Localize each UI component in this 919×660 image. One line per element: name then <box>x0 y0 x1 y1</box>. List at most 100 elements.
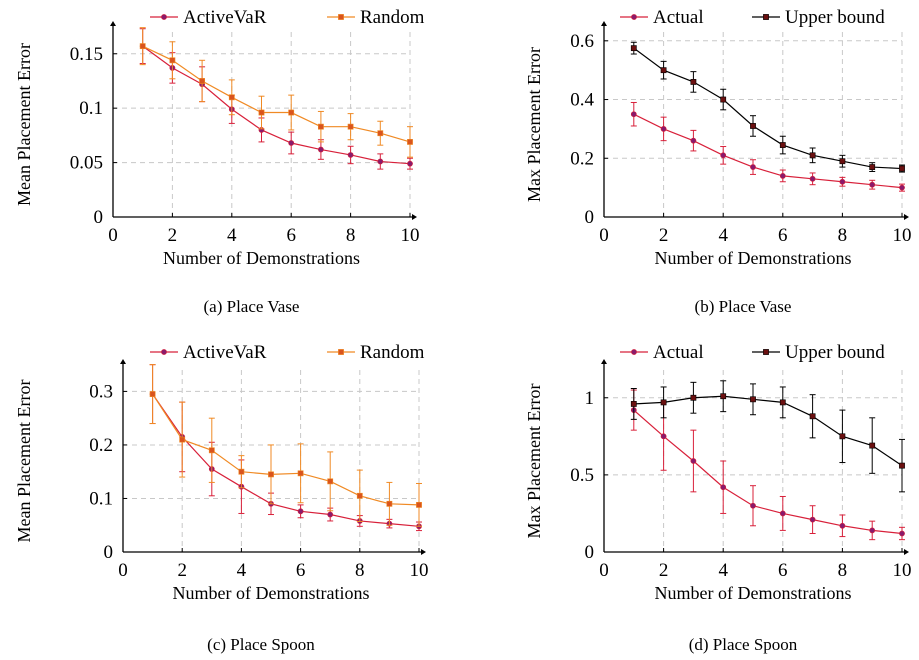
data-point <box>869 527 876 534</box>
y-tick-label: 0 <box>585 542 595 563</box>
series-line <box>633 395 903 467</box>
series-line <box>633 47 903 170</box>
data-point <box>779 399 786 406</box>
x-axis-arrow <box>904 549 909 555</box>
chart-panel-1: 0 2 4 6 8 10 0 0.05 0.1 0.15 Number of Demonstrati… <box>14 7 425 316</box>
subfigure-caption: (c) Place Spoon <box>207 635 315 654</box>
y-axis-label: Max Placement Error <box>524 384 544 539</box>
series-line <box>633 409 903 535</box>
data-point <box>347 152 354 158</box>
x-tick-label: 4 <box>718 560 728 581</box>
y-tick-label: 0.3 <box>89 381 113 402</box>
series-1 <box>149 364 422 532</box>
legend-marker <box>338 14 344 20</box>
x-tick-label: 2 <box>168 225 178 246</box>
data-point <box>416 501 422 508</box>
data-point <box>238 468 245 475</box>
x-tick-label: 8 <box>355 560 365 581</box>
legend-entry: ActiveVaR <box>150 7 267 28</box>
y-axis-arrow <box>120 359 126 364</box>
legend-marker <box>161 14 167 20</box>
data-point <box>297 470 304 477</box>
y-tick-label: 0.6 <box>570 31 594 52</box>
x-tick-label: 2 <box>659 560 669 581</box>
legend-entry: Upper bound <box>752 342 885 363</box>
y-axis-arrow <box>601 21 607 26</box>
series-line <box>142 45 411 165</box>
data-point <box>839 158 846 165</box>
series-1 <box>630 389 905 541</box>
data-point <box>407 139 413 145</box>
legend-label: Random <box>360 342 425 363</box>
axes <box>120 359 426 555</box>
legend-marker <box>763 14 769 20</box>
data-point <box>208 447 215 454</box>
y-axis-label: Mean Placement Error <box>14 43 34 206</box>
y-tick-label: 1 <box>585 388 595 409</box>
data-point <box>327 478 334 485</box>
y-tick-label: 0 <box>104 542 114 563</box>
x-tick-label: 10 <box>893 225 912 246</box>
y-tick-label: 0.2 <box>89 435 113 456</box>
data-point <box>750 123 756 129</box>
legend-label: Upper bound <box>785 342 885 363</box>
data-point <box>750 164 756 170</box>
x-tick-label: 4 <box>227 225 237 246</box>
y-tick-label: 0 <box>94 207 104 228</box>
data-point <box>356 492 363 499</box>
data-point <box>720 96 727 103</box>
x-axis-label: Number of Demonstrations <box>655 248 852 268</box>
data-point <box>258 109 265 116</box>
x-axis-label: Number of Demonstrations <box>655 583 852 603</box>
y-tick-label: 0.4 <box>570 90 594 111</box>
y-tick-label: 0.1 <box>79 98 103 119</box>
x-tick-label: 2 <box>177 560 187 581</box>
legend-label: Actual <box>653 342 704 363</box>
data-point <box>899 165 905 172</box>
subfigure-caption: (b) Place Vase <box>695 297 792 316</box>
x-tick-label: 0 <box>108 225 118 246</box>
x-tick-label: 0 <box>599 560 609 581</box>
chart-panel-3: 0 2 4 6 8 10 0 0.1 0.2 0.3 Number of Demonstration… <box>14 342 429 654</box>
subfigure-caption: (d) Place Spoon <box>689 635 798 654</box>
data-point <box>288 109 295 116</box>
data-point <box>809 413 816 420</box>
legend-marker <box>763 349 769 355</box>
legend-label: ActiveVaR <box>183 342 267 363</box>
data-point <box>809 175 816 182</box>
data-point <box>169 57 176 64</box>
legend-label: Upper bound <box>785 7 885 28</box>
series-2 <box>149 364 422 527</box>
data-point <box>297 508 304 515</box>
data-point <box>327 511 334 518</box>
x-tick-label: 8 <box>838 560 848 581</box>
series-2 <box>139 27 413 158</box>
data-point <box>750 396 756 403</box>
y-tick-label: 0.5 <box>570 465 594 486</box>
data-point <box>228 94 235 101</box>
data-point <box>690 137 697 144</box>
data-point <box>660 433 667 440</box>
legend-entry: Actual <box>620 7 704 28</box>
data-point <box>779 510 786 517</box>
y-tick-label: 0.1 <box>89 488 113 509</box>
axes <box>110 21 417 220</box>
y-tick-label: 0 <box>585 207 595 228</box>
data-point <box>690 79 697 85</box>
data-point <box>630 45 637 52</box>
x-tick-label: 2 <box>659 225 669 246</box>
x-tick-label: 4 <box>718 225 728 246</box>
chart-panel-4: 0 2 4 6 8 10 0 0.5 1 Number of Demonstrations Max … <box>524 342 912 654</box>
data-point <box>268 471 274 478</box>
data-point <box>899 462 905 469</box>
data-point <box>386 500 393 507</box>
data-point <box>660 399 667 406</box>
legend-label: Random <box>360 7 425 28</box>
series-line <box>152 393 420 506</box>
series-2 <box>630 41 905 173</box>
axes <box>601 359 909 555</box>
y-tick-label: 0.15 <box>70 44 103 65</box>
legend-entry: Actual <box>620 342 704 363</box>
data-point <box>630 401 637 407</box>
